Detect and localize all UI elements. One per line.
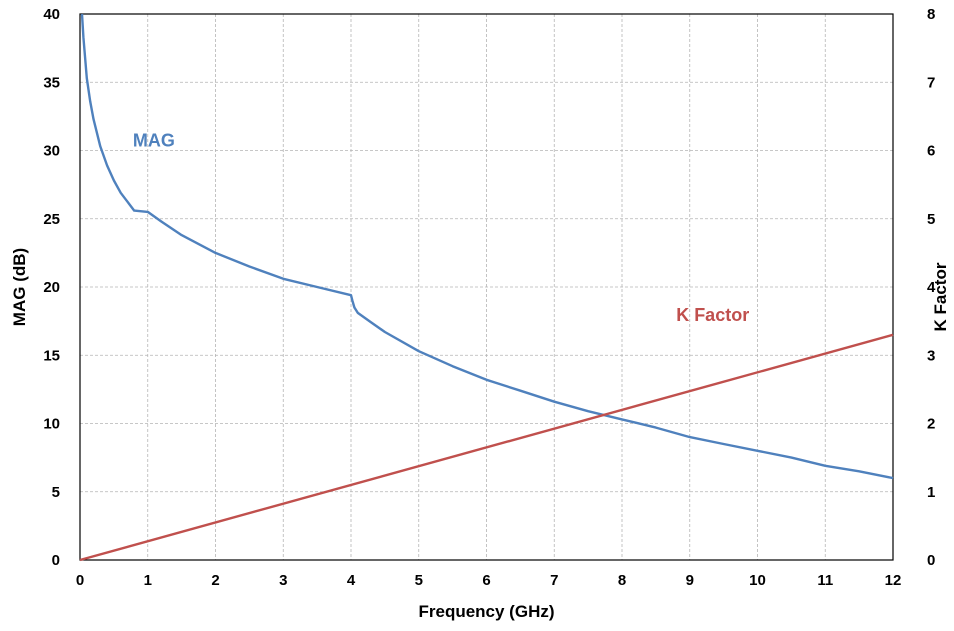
right-y-tick-label: 1 bbox=[927, 484, 935, 501]
left-y-tick-label: 15 bbox=[43, 347, 60, 364]
x-axis-title: Frequency (GHz) bbox=[418, 602, 554, 621]
right-y-tick-label: 0 bbox=[927, 552, 935, 569]
x-tick-label: 0 bbox=[76, 572, 84, 589]
left-y-tick-label: 25 bbox=[43, 211, 60, 228]
left-y-tick-label: 5 bbox=[52, 484, 60, 501]
left-y-tick-label: 20 bbox=[43, 279, 60, 296]
x-tick-labels: 0 1 2 3 4 5 6 7 8 9 10 11 12 bbox=[76, 572, 902, 589]
x-tick-label: 1 bbox=[144, 572, 152, 589]
x-tick-label: 9 bbox=[686, 572, 694, 589]
x-tick-label: 4 bbox=[347, 572, 356, 589]
series-label-mag: MAG bbox=[133, 130, 175, 150]
series-line-k-factor bbox=[79, 333, 894, 562]
x-tick-label: 10 bbox=[749, 572, 766, 589]
x-tick-label: 8 bbox=[618, 572, 626, 589]
x-tick-label: 7 bbox=[550, 572, 558, 589]
series-lines bbox=[79, 13, 894, 562]
left-y-axis-title: MAG (dB) bbox=[10, 248, 29, 326]
right-y-axis-title: K Factor bbox=[931, 262, 950, 331]
x-tick-label: 2 bbox=[211, 572, 219, 589]
right-y-tick-label: 2 bbox=[927, 416, 935, 433]
right-y-tick-label: 7 bbox=[927, 74, 935, 91]
right-y-tick-label: 8 bbox=[927, 6, 935, 23]
series-label-k-factor: K Factor bbox=[676, 305, 749, 325]
right-y-tick-label: 6 bbox=[927, 143, 935, 160]
right-y-tick-label: 5 bbox=[927, 211, 935, 228]
right-y-tick-labels: 0 1 2 3 4 5 6 7 8 bbox=[927, 6, 936, 569]
left-y-tick-label: 0 bbox=[52, 552, 60, 569]
x-tick-label: 3 bbox=[279, 572, 287, 589]
x-tick-label: 12 bbox=[885, 572, 902, 589]
x-tick-label: 11 bbox=[817, 572, 833, 589]
left-y-tick-labels: 0 5 10 15 20 25 30 35 40 bbox=[43, 6, 60, 569]
series-labels: MAG K Factor bbox=[133, 130, 749, 325]
right-y-tick-label: 4 bbox=[927, 279, 936, 296]
grid-lines bbox=[80, 14, 893, 560]
series-line-mag bbox=[80, 13, 894, 480]
left-y-tick-label: 30 bbox=[43, 143, 60, 160]
left-y-tick-label: 10 bbox=[43, 416, 60, 433]
right-y-tick-label: 3 bbox=[927, 347, 935, 364]
plot-frame bbox=[79, 13, 894, 561]
x-tick-label: 6 bbox=[482, 572, 490, 589]
left-y-tick-label: 40 bbox=[43, 6, 60, 23]
left-y-tick-label: 35 bbox=[43, 74, 60, 91]
x-tick-label: 5 bbox=[415, 572, 423, 589]
